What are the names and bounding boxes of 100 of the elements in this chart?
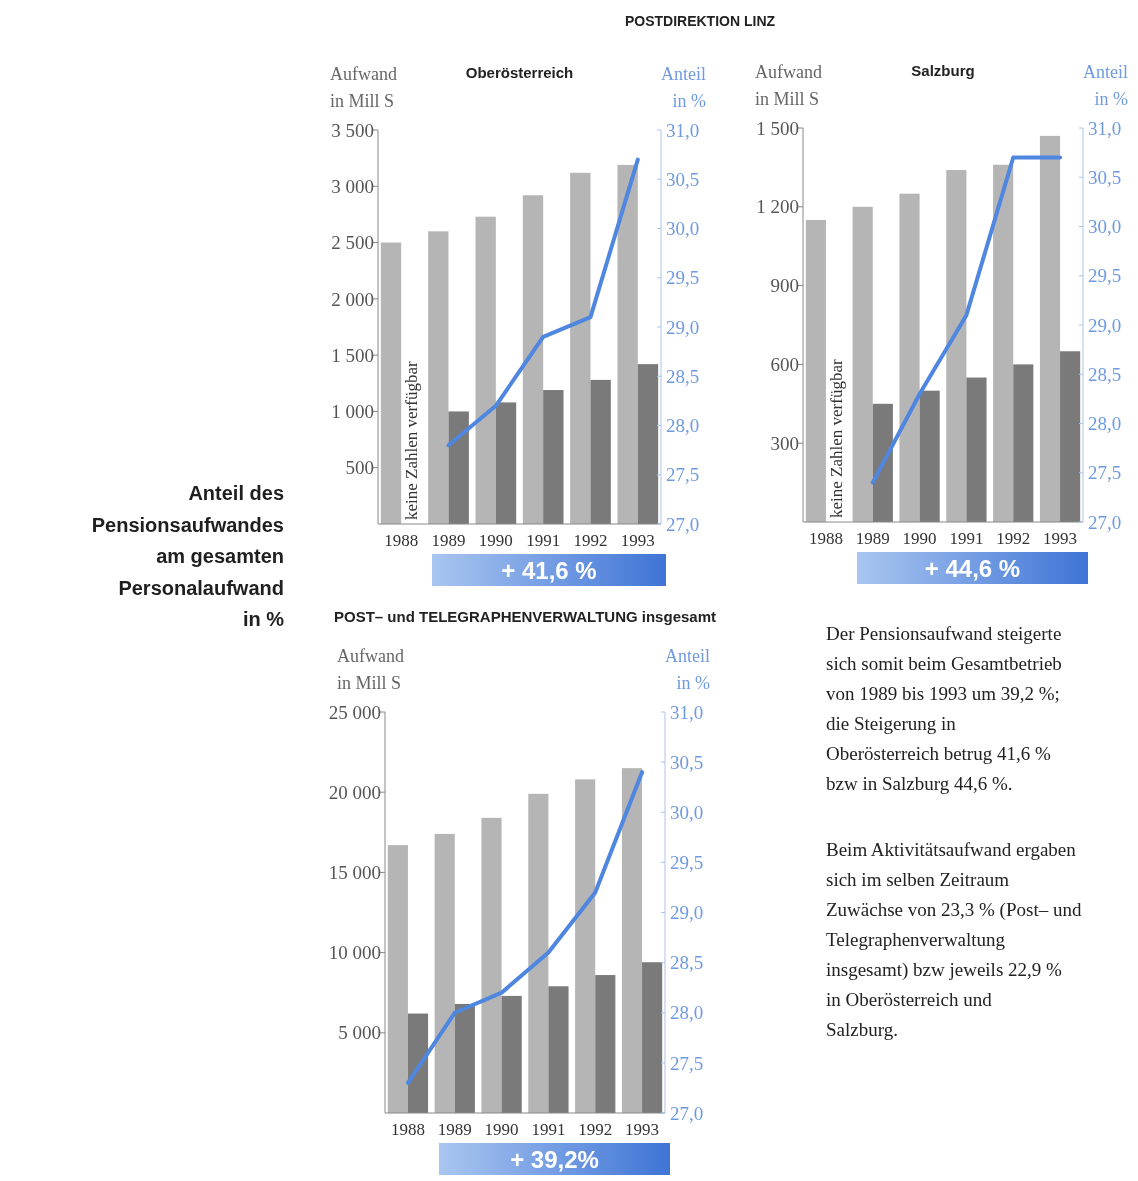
y2-tick-label: 27,5 <box>666 464 700 486</box>
bar <box>522 195 544 524</box>
chart-title: POST– und TELEGRAPHENVERWALTUNG insgesamt <box>334 608 716 625</box>
line-series <box>405 770 645 1085</box>
bar <box>595 975 616 1113</box>
y2-tick-label: 28,5 <box>1088 363 1122 385</box>
y-tick-label: 900 <box>770 275 799 297</box>
x-tick-label: 1991 <box>531 1120 566 1139</box>
y2-tick-label: 30,0 <box>666 218 700 240</box>
text: POSTDIREKTION LINZ <box>624 13 776 29</box>
y-tick-label: 10 000 <box>328 942 381 964</box>
bar <box>617 164 638 524</box>
annotation: keine Zahlen verfügbar <box>827 359 847 518</box>
line-series <box>446 157 640 448</box>
y-tick-label: 2 000 <box>331 288 374 310</box>
y2-tick-label: 29,5 <box>1088 265 1122 287</box>
x-tick-label: 1993 <box>625 1120 660 1139</box>
annotation: keine Zahlen verfügbar <box>402 361 422 520</box>
y-tick-label: 500 <box>345 457 374 479</box>
y-axis-title: Aufwand in Mill S <box>337 646 404 693</box>
y-tick-label: 1 500 <box>331 344 374 366</box>
bar <box>805 219 826 522</box>
bar <box>590 379 611 524</box>
x-tick-label: 1992 <box>573 531 608 550</box>
text: + 44,6 % <box>924 555 1021 582</box>
bar <box>501 995 522 1113</box>
bar <box>570 172 591 524</box>
y-axis-title: Aufwand in Mill S <box>330 64 397 111</box>
y2-tick-label: 28,5 <box>670 952 704 974</box>
y-tick-label: 5 000 <box>338 1022 381 1044</box>
bar <box>621 768 643 1113</box>
bar <box>966 377 987 522</box>
x-tick-label: 1990 <box>484 1120 519 1139</box>
y2-tick-label: 27,5 <box>670 1052 704 1074</box>
y-tick-label: 1 000 <box>331 401 374 423</box>
bar <box>495 402 517 524</box>
x-tick-label: 1993 <box>1043 529 1078 548</box>
text: + 41,6 % <box>501 557 597 584</box>
bar <box>448 411 469 524</box>
y-axis-title: Aufwand in Mill S <box>755 62 822 109</box>
y2-tick-label: 29,5 <box>666 267 700 289</box>
y-tick-label: 2 500 <box>331 232 374 254</box>
y2-tick-label: 28,0 <box>1088 413 1122 435</box>
bar <box>475 216 496 524</box>
bar <box>637 364 659 524</box>
y-tick-label: 20 000 <box>328 781 381 803</box>
bar <box>548 986 569 1113</box>
x-tick-label: 1992 <box>996 529 1031 548</box>
y2-tick-label: 31,0 <box>1088 117 1122 139</box>
bar <box>1060 351 1081 522</box>
bar <box>946 170 967 522</box>
y2-tick-label: 29,0 <box>1088 314 1122 336</box>
y-tick-label: 3 000 <box>331 175 374 197</box>
text: + 39,2% <box>510 1146 599 1173</box>
y2-tick-label: 30,5 <box>1088 166 1122 188</box>
x-tick-label: 1990 <box>478 531 513 550</box>
y2-tick-label: 27,0 <box>1088 511 1122 533</box>
y2-tick-label: 27,0 <box>670 1102 704 1124</box>
y-tick-label: 1 500 <box>756 117 799 139</box>
chart-title: Salzburg <box>911 62 975 79</box>
bar <box>380 242 402 524</box>
y-tick-label: 3 500 <box>331 119 374 141</box>
y2-tick-label: 29,5 <box>670 852 704 874</box>
x-tick-label: 1989 <box>855 529 890 548</box>
y2-tick-label: 28,5 <box>666 365 700 387</box>
bar <box>543 390 564 524</box>
y2-tick-label: 31,0 <box>666 119 700 141</box>
bar <box>387 845 408 1113</box>
x-tick-label: 1993 <box>620 531 655 550</box>
bar <box>1013 364 1034 522</box>
y2-tick-label: 27,5 <box>1088 462 1122 484</box>
bar <box>434 833 455 1113</box>
bar <box>407 1013 429 1113</box>
bar <box>575 779 596 1113</box>
y2-tick-label: 29,0 <box>666 316 700 338</box>
text: Beim Aktivitätsaufwand ergaben sich im selben Zeitraum Zuwächse von 23,3 % (Post– und Telegraphenverwaltung insgesamt) bzw jeweils 22,9 % in Oberösterreich und Salzburg. <box>826 839 1082 1040</box>
y2-axis-title: Anteil in % <box>1083 62 1128 109</box>
y-tick-label: 600 <box>770 354 799 376</box>
text: Der Pensionsaufwand steigerte sich somit beim Gesamtbetrieb von 1989 bis 1993 um 39,2 %; die Steigerung in Oberösterreich betrug 41,6 % bzw in Salzburg 44,6 %. <box>826 623 1062 794</box>
x-tick-label: 1989 <box>437 1120 472 1139</box>
bar <box>899 193 920 522</box>
y2-axis-title: Anteil in % <box>661 64 706 111</box>
y2-tick-label: 29,0 <box>670 902 704 924</box>
y2-tick-label: 30,0 <box>1088 216 1122 238</box>
x-tick-label: 1991 <box>526 531 561 550</box>
x-tick-label: 1991 <box>949 529 984 548</box>
bar <box>993 164 1014 522</box>
bar <box>852 206 873 522</box>
y2-tick-label: 28,0 <box>666 415 700 437</box>
y2-tick-label: 30,5 <box>670 751 704 773</box>
bar <box>919 390 940 522</box>
y-tick-label: 15 000 <box>328 862 381 884</box>
y2-tick-label: 30,0 <box>670 801 704 823</box>
bar <box>872 403 893 522</box>
x-tick-label: 1988 <box>390 1120 425 1139</box>
bar <box>428 231 449 524</box>
y2-tick-label: 30,5 <box>666 168 700 190</box>
y2-tick-label: 27,0 <box>666 513 700 535</box>
line-series <box>870 155 1063 485</box>
y2-tick-label: 31,0 <box>670 701 704 723</box>
